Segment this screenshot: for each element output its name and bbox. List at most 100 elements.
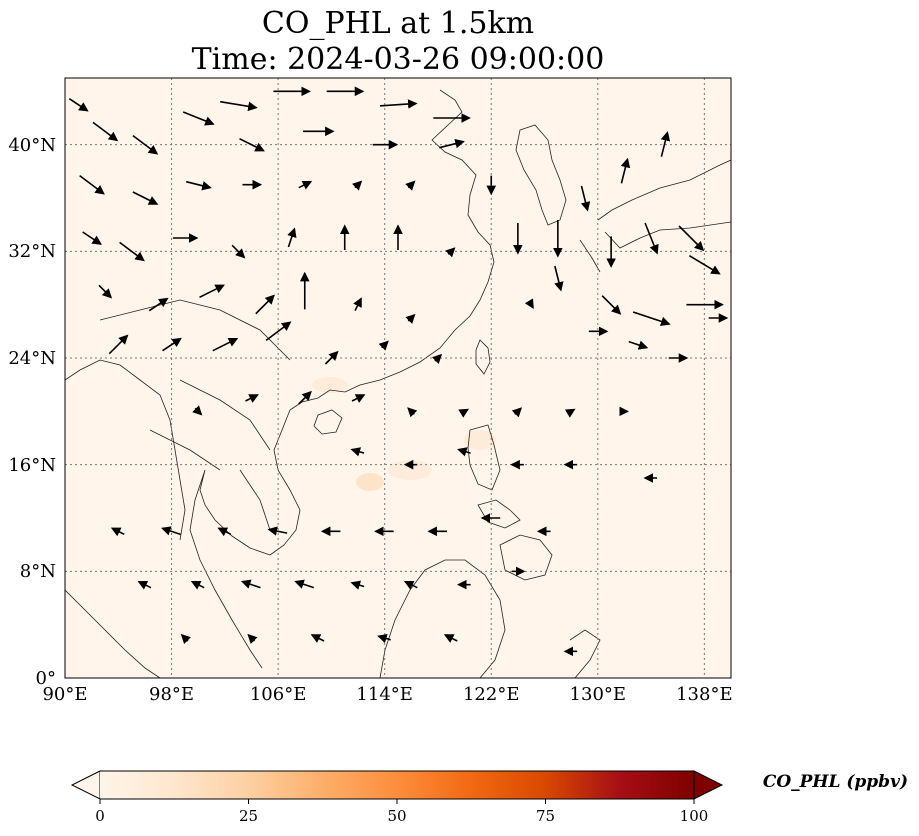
wind-arrow <box>199 284 225 299</box>
wind-arrow <box>247 633 258 645</box>
colorbar-gradient <box>100 771 694 799</box>
wind-arrow <box>231 244 246 259</box>
lon-tick-label: 122°E <box>463 684 520 705</box>
wind-arrow <box>119 241 145 262</box>
map-subtitle-time: Time: 2024-03-26 09:00:00 <box>192 42 605 77</box>
sumatra-island <box>65 589 161 678</box>
colorbar-extend-min <box>70 770 101 800</box>
wind-arrow <box>239 137 265 152</box>
map-area <box>65 78 731 678</box>
wind-arrow <box>287 227 297 248</box>
wind-arrow <box>443 634 458 643</box>
map-title: CO_PHL at 1.5km <box>262 6 534 41</box>
wind-arrow <box>132 191 159 205</box>
lon-tick-label: 138°E <box>676 684 733 705</box>
wind-arrow <box>217 527 232 537</box>
wind-arrow <box>457 447 471 457</box>
co-hotspot <box>312 377 348 393</box>
china-coast <box>289 89 495 411</box>
co-hotspot <box>464 430 496 450</box>
wind-arrow <box>267 526 288 536</box>
wind-arrow <box>405 180 416 191</box>
wind-arrow <box>298 180 313 190</box>
wind-arrow <box>564 408 576 418</box>
lat-tick-label: 8°N <box>20 561 56 582</box>
wind-arrow <box>377 633 391 644</box>
wind-arrow <box>162 337 182 352</box>
wind-arrow <box>439 138 465 149</box>
wind-arrow <box>678 225 705 252</box>
wind-arrow <box>379 99 418 109</box>
wind-arrow <box>240 579 261 589</box>
wind-arrow <box>405 313 416 325</box>
wind-arrow <box>298 390 312 405</box>
wind-arrow <box>660 131 671 157</box>
wind-arrow <box>245 394 259 403</box>
wind-arrow <box>110 527 125 537</box>
map-frame <box>64 77 732 679</box>
inland-borders <box>99 299 291 531</box>
wind-arrow <box>294 579 315 589</box>
wind-arrow <box>324 350 339 365</box>
philippines-luzon <box>467 424 501 491</box>
wind-arrow <box>68 98 89 112</box>
map-background <box>65 78 731 678</box>
wind-arrow <box>511 407 523 418</box>
lat-tick-labels: 0° 8°N 16°N 24°N 32°N 40°N <box>8 135 56 689</box>
colorbar-tick-label: 100 <box>680 807 709 825</box>
wind-arrow <box>378 340 389 351</box>
wind-arrow <box>265 321 292 341</box>
indochina-coast <box>269 409 301 556</box>
wind-arrow <box>445 247 456 258</box>
wind-arrow <box>458 408 469 418</box>
lon-tick-label: 130°E <box>570 684 627 705</box>
wind-arrow <box>161 526 181 536</box>
myanmar-coast <box>65 359 186 541</box>
wind-arrow <box>688 254 721 275</box>
wind-arrow <box>92 121 119 142</box>
wind-arrow <box>108 334 129 355</box>
colorbar-tick-label: 50 <box>387 807 406 825</box>
wind-arrow <box>192 405 203 416</box>
wind-arrow <box>98 284 113 299</box>
wind-arrow <box>255 294 275 315</box>
wind-arrow <box>407 407 418 418</box>
lon-tick-labels: 90°E 98°E 106°E 114°E 122°E 130°E 138°E <box>42 684 732 705</box>
korea-peninsula <box>515 124 567 226</box>
wind-arrow <box>132 135 159 155</box>
wind-arrow <box>186 180 212 191</box>
colorbar-label: CO_PHL (ppbv) <box>763 772 908 792</box>
colorbar-tick-label: 25 <box>239 807 258 825</box>
co-hotspot <box>388 460 432 480</box>
wind-arrow <box>310 634 325 643</box>
wind-arrow <box>180 633 191 645</box>
lon-tick-label: 114°E <box>356 684 413 705</box>
wind-arrow <box>82 231 102 245</box>
wind-arrow <box>554 265 564 292</box>
lon-tick-label: 90°E <box>42 684 87 705</box>
wind-vectors <box>68 86 729 657</box>
wind-arrow <box>632 311 671 327</box>
mindanao-island <box>499 534 553 581</box>
lat-tick-label: 16°N <box>8 455 56 476</box>
wind-arrow <box>212 337 239 352</box>
colorbar-tick-label: 75 <box>536 807 555 825</box>
wind-arrow <box>403 580 418 590</box>
wind-arrow <box>601 295 622 315</box>
wind-arrow <box>182 111 215 126</box>
coastlines <box>65 89 731 678</box>
wind-arrow <box>644 222 659 255</box>
wind-arrow <box>137 580 152 590</box>
lon-tick-label: 98°E <box>149 684 194 705</box>
lat-tick-label: 24°N <box>8 348 56 369</box>
wind-arrow <box>190 580 205 590</box>
gridlines <box>65 78 731 678</box>
wind-arrow <box>524 298 534 310</box>
wind-arrow <box>79 175 105 195</box>
wind-arrow <box>620 157 631 184</box>
colorbar-ticks <box>99 799 695 804</box>
wind-arrow <box>351 180 363 191</box>
lat-tick-label: 0° <box>36 668 56 689</box>
wind-arrow <box>628 340 649 350</box>
